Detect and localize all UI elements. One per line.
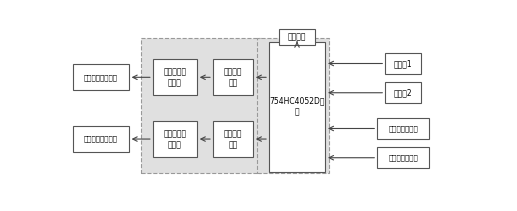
Text: 高低频有功脉冲: 高低频有功脉冲 — [388, 125, 418, 132]
Bar — [141, 38, 261, 173]
Bar — [72, 64, 129, 90]
Text: 高速光耦隔
离电路: 高速光耦隔 离电路 — [163, 67, 186, 87]
Text: 电平转换
电路: 电平转换 电路 — [224, 129, 242, 149]
Text: 输出切换: 输出切换 — [288, 32, 306, 41]
Bar — [72, 126, 129, 152]
Text: 脉冲有功输出信号: 脉冲有功输出信号 — [84, 74, 118, 81]
Text: 电平转换
电路: 电平转换 电路 — [224, 67, 242, 87]
Bar — [279, 28, 315, 45]
Bar — [213, 121, 253, 157]
Bar — [385, 82, 421, 103]
Bar — [269, 42, 325, 172]
Bar — [257, 38, 329, 173]
Bar — [153, 60, 197, 95]
Text: 高低频无功脉冲: 高低频无功脉冲 — [388, 154, 418, 161]
Text: 高速光耦隔
离电路: 高速光耦隔 离电路 — [163, 129, 186, 149]
Bar — [153, 121, 197, 157]
Bar — [377, 147, 429, 168]
Bar — [377, 118, 429, 139]
Text: 开关量2: 开关量2 — [394, 88, 413, 97]
Bar — [213, 60, 253, 95]
Text: 脉冲无功输出信号: 脉冲无功输出信号 — [84, 136, 118, 142]
Text: 开关量1: 开关量1 — [394, 59, 413, 68]
Text: 754HC4052D电
路: 754HC4052D电 路 — [269, 96, 325, 117]
Bar — [385, 53, 421, 74]
